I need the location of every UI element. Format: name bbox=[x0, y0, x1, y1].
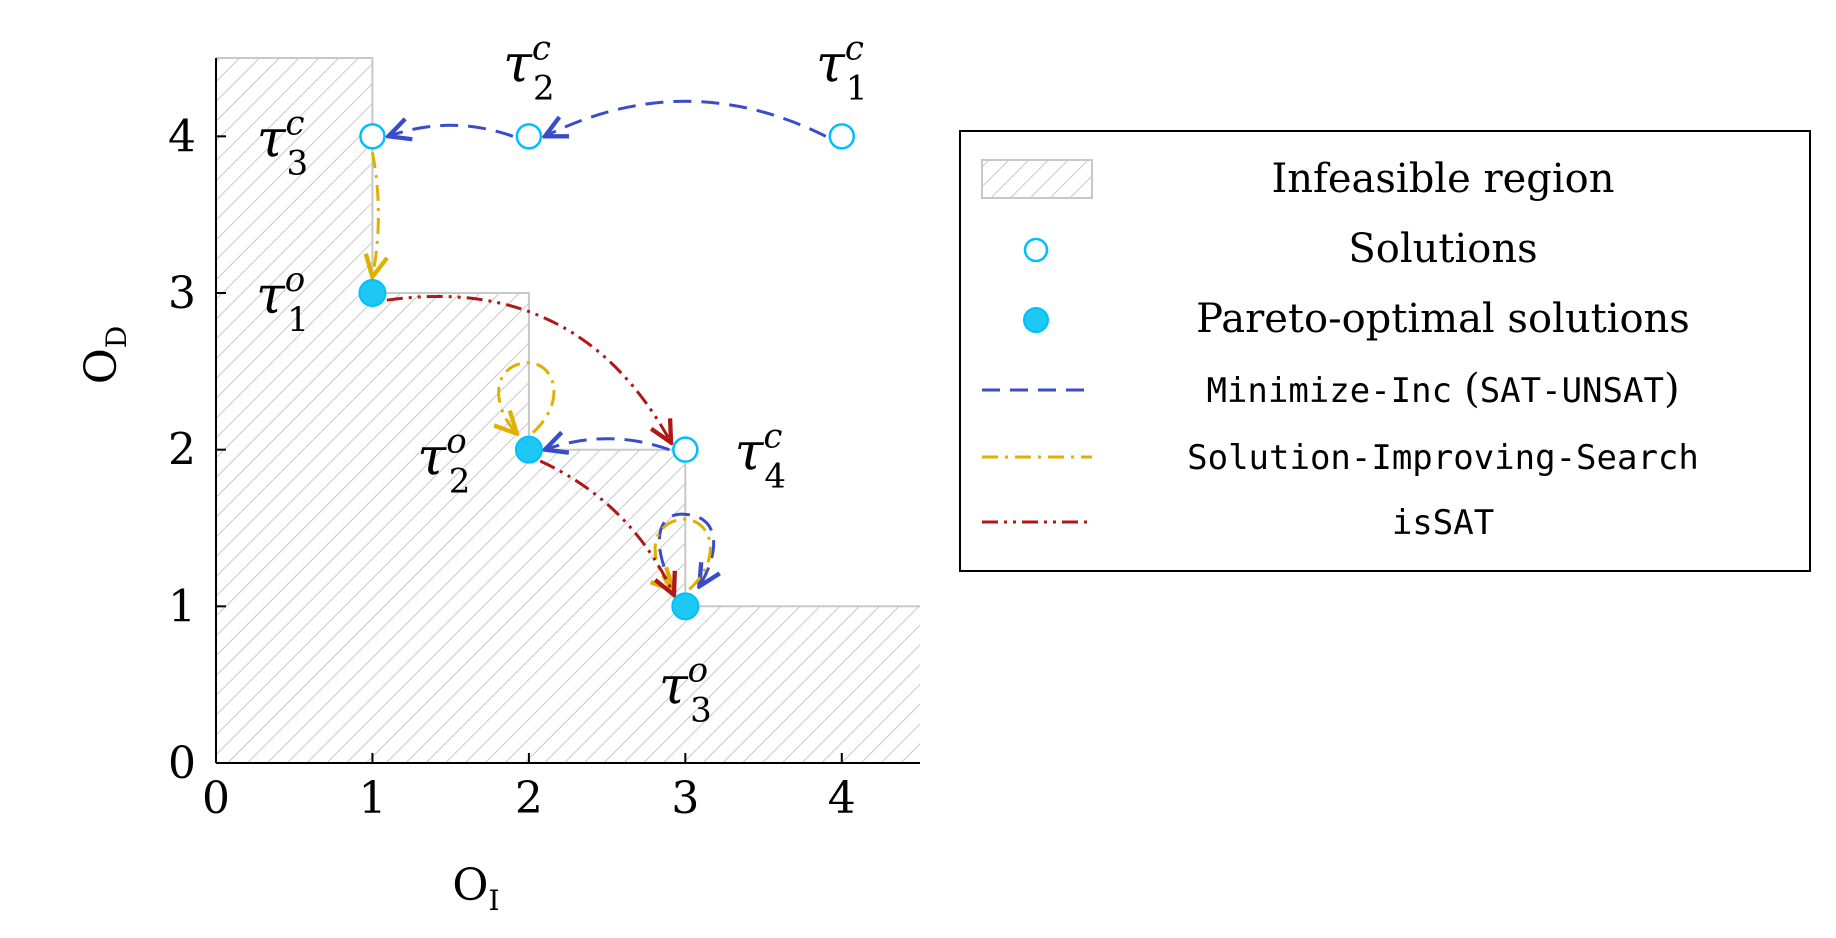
pareto-point bbox=[671, 592, 700, 621]
legend-label-minimize: Minimize-Inc (SAT-UNSAT) bbox=[1206, 366, 1679, 412]
solution-point bbox=[672, 436, 699, 463]
x-tick-label: 4 bbox=[828, 773, 856, 824]
legend-swatch-infeasible bbox=[981, 159, 1093, 199]
tick-labels: 0 1 2 3 4 0 1 2 3 4 bbox=[168, 111, 856, 824]
arrow-minimize-inc-1 bbox=[388, 125, 514, 136]
x-tick-label: 0 bbox=[202, 773, 230, 824]
arrow-solution-improving-search-4 bbox=[372, 152, 378, 277]
y-tick-label: 4 bbox=[168, 111, 196, 162]
arrow-issat-7 bbox=[386, 294, 671, 442]
x-tick-label: 1 bbox=[358, 773, 386, 824]
arrow-minimize-inc-2 bbox=[545, 439, 670, 450]
y-tick-label: 1 bbox=[168, 581, 196, 632]
point-label: τc 4 bbox=[735, 417, 786, 497]
y-axis-label: OD bbox=[76, 326, 133, 385]
arrow-layer bbox=[372, 99, 827, 595]
infeasible-region-boundary bbox=[216, 57, 920, 608]
infeasible-region bbox=[216, 58, 920, 763]
x-axis-label: OI bbox=[452, 860, 499, 917]
arrow-minimize-inc-3 bbox=[657, 512, 713, 594]
solution-point bbox=[515, 123, 543, 150]
point-label: τc 3 bbox=[257, 103, 308, 183]
legend-label-infeasible: Infeasible region bbox=[1271, 156, 1614, 202]
legend-label-solutions: Solutions bbox=[1348, 226, 1537, 272]
arrow-issat-8 bbox=[539, 459, 674, 595]
pareto-point bbox=[358, 279, 387, 307]
solution-point bbox=[828, 123, 856, 150]
point-label: τo 1 bbox=[256, 260, 309, 340]
point-label: τo 2 bbox=[417, 422, 470, 502]
point-label: τc 2 bbox=[503, 28, 554, 108]
pareto-point bbox=[514, 435, 543, 464]
axes bbox=[215, 58, 920, 764]
legend: Infeasible region Solutions Pareto-optim… bbox=[959, 130, 1811, 572]
points-layer bbox=[358, 123, 856, 621]
legend-marker-pareto bbox=[1023, 307, 1049, 333]
legend-marker-solutions bbox=[1023, 237, 1049, 263]
arrow-solution-improving-search-6 bbox=[655, 517, 712, 590]
x-tick-label: 2 bbox=[515, 773, 543, 824]
point-labels: τc 3 τc 2 τc 1 τc 4 τo 1 τo 2 τo 3 bbox=[256, 28, 868, 730]
point-label: τc 1 bbox=[816, 28, 867, 108]
legend-label-sis: Solution-Improving-Search bbox=[1187, 438, 1699, 478]
y-tick-label: 2 bbox=[168, 425, 196, 476]
solution-point bbox=[359, 123, 386, 150]
point-label: τo 3 bbox=[659, 650, 712, 730]
legend-box bbox=[959, 130, 1811, 572]
y-tick-label: 3 bbox=[168, 268, 196, 319]
x-tick-label: 3 bbox=[671, 773, 699, 824]
legend-label-pareto: Pareto-optimal solutions bbox=[1196, 296, 1690, 342]
arrow-solution-improving-search-5 bbox=[499, 361, 556, 434]
arrow-minimize-inc-0 bbox=[545, 99, 827, 136]
y-tick-label: 0 bbox=[168, 738, 196, 789]
legend-label-issat: isSAT bbox=[1392, 503, 1494, 543]
